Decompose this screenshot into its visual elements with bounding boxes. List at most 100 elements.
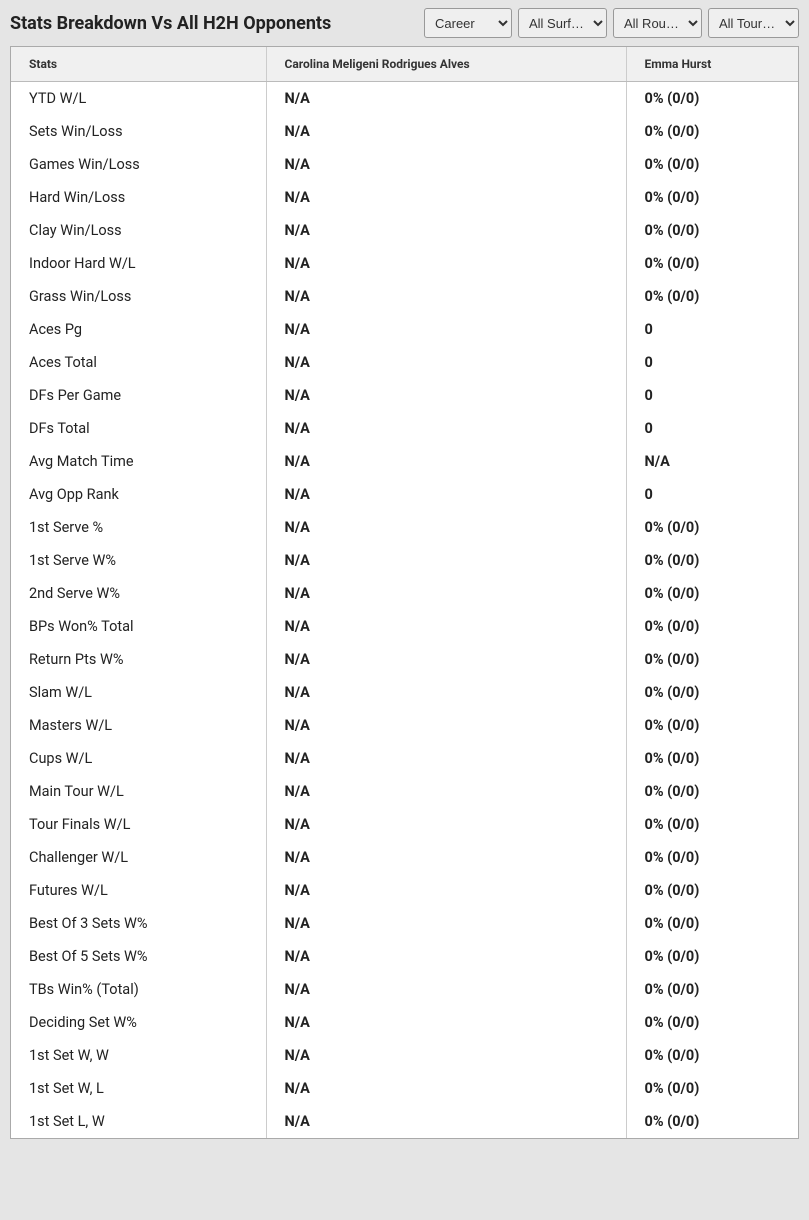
- player2-value-cell: 0% (0/0): [626, 511, 798, 544]
- stat-name-cell: TBs Win% (Total): [11, 973, 266, 1006]
- stat-name-cell: Avg Opp Rank: [11, 478, 266, 511]
- player1-value-cell: N/A: [266, 247, 626, 280]
- player2-value-cell: 0% (0/0): [626, 742, 798, 775]
- player1-value-cell: N/A: [266, 115, 626, 148]
- filter-tour-select[interactable]: All Tour…: [708, 8, 799, 38]
- stat-name-cell: Futures W/L: [11, 874, 266, 907]
- table-row: Main Tour W/LN/A0% (0/0): [11, 775, 798, 808]
- table-row: Cups W/LN/A0% (0/0): [11, 742, 798, 775]
- player1-value-cell: N/A: [266, 940, 626, 973]
- stat-name-cell: DFs Per Game: [11, 379, 266, 412]
- stat-name-cell: Games Win/Loss: [11, 148, 266, 181]
- player1-value-cell: N/A: [266, 676, 626, 709]
- filter-round-select[interactable]: All Rou…: [613, 8, 702, 38]
- stat-name-cell: Challenger W/L: [11, 841, 266, 874]
- column-header-stats: Stats: [11, 47, 266, 82]
- player1-value-cell: N/A: [266, 214, 626, 247]
- player2-value-cell: 0% (0/0): [626, 1006, 798, 1039]
- player1-value-cell: N/A: [266, 874, 626, 907]
- player1-value-cell: N/A: [266, 1039, 626, 1072]
- table-row: BPs Won% TotalN/A0% (0/0): [11, 610, 798, 643]
- player1-value-cell: N/A: [266, 808, 626, 841]
- stat-name-cell: Avg Match Time: [11, 445, 266, 478]
- stat-name-cell: Sets Win/Loss: [11, 115, 266, 148]
- stat-name-cell: YTD W/L: [11, 82, 266, 116]
- table-row: Aces TotalN/A0: [11, 346, 798, 379]
- table-row: Best Of 3 Sets W%N/A0% (0/0): [11, 907, 798, 940]
- column-header-player1: Carolina Meligeni Rodrigues Alves: [266, 47, 626, 82]
- table-row: Best Of 5 Sets W%N/A0% (0/0): [11, 940, 798, 973]
- stat-name-cell: Clay Win/Loss: [11, 214, 266, 247]
- player1-value-cell: N/A: [266, 379, 626, 412]
- player1-value-cell: N/A: [266, 973, 626, 1006]
- player1-value-cell: N/A: [266, 181, 626, 214]
- stat-name-cell: Indoor Hard W/L: [11, 247, 266, 280]
- player2-value-cell: 0% (0/0): [626, 1105, 798, 1138]
- table-row: YTD W/LN/A0% (0/0): [11, 82, 798, 116]
- player2-value-cell: 0% (0/0): [626, 940, 798, 973]
- player1-value-cell: N/A: [266, 82, 626, 116]
- stat-name-cell: 1st Set L, W: [11, 1105, 266, 1138]
- table-row: 1st Set W, WN/A0% (0/0): [11, 1039, 798, 1072]
- table-row: 1st Set W, LN/A0% (0/0): [11, 1072, 798, 1105]
- header-bar: Stats Breakdown Vs All H2H Opponents Car…: [0, 0, 809, 46]
- filter-surface-select[interactable]: All Surf…: [518, 8, 607, 38]
- stat-name-cell: 1st Serve %: [11, 511, 266, 544]
- player2-value-cell: 0% (0/0): [626, 148, 798, 181]
- table-row: 1st Set L, WN/A0% (0/0): [11, 1105, 798, 1138]
- table-row: Hard Win/LossN/A0% (0/0): [11, 181, 798, 214]
- player1-value-cell: N/A: [266, 610, 626, 643]
- table-row: Return Pts W%N/A0% (0/0): [11, 643, 798, 676]
- filters-container: Career All Surf… All Rou… All Tour…: [424, 8, 799, 38]
- table-row: Games Win/LossN/A0% (0/0): [11, 148, 798, 181]
- table-row: 1st Serve W%N/A0% (0/0): [11, 544, 798, 577]
- stat-name-cell: Main Tour W/L: [11, 775, 266, 808]
- stat-name-cell: Aces Total: [11, 346, 266, 379]
- column-header-player2: Emma Hurst: [626, 47, 798, 82]
- stat-name-cell: 1st Serve W%: [11, 544, 266, 577]
- player2-value-cell: 0: [626, 478, 798, 511]
- table-row: TBs Win% (Total)N/A0% (0/0): [11, 973, 798, 1006]
- player1-value-cell: N/A: [266, 445, 626, 478]
- table-row: Futures W/LN/A0% (0/0): [11, 874, 798, 907]
- stat-name-cell: Best Of 3 Sets W%: [11, 907, 266, 940]
- player2-value-cell: 0% (0/0): [626, 676, 798, 709]
- table-header-row: Stats Carolina Meligeni Rodrigues Alves …: [11, 47, 798, 82]
- stat-name-cell: 1st Set W, L: [11, 1072, 266, 1105]
- player1-value-cell: N/A: [266, 412, 626, 445]
- stat-name-cell: Tour Finals W/L: [11, 808, 266, 841]
- player2-value-cell: 0: [626, 346, 798, 379]
- filter-time-select[interactable]: Career: [424, 8, 512, 38]
- stat-name-cell: DFs Total: [11, 412, 266, 445]
- player1-value-cell: N/A: [266, 346, 626, 379]
- player2-value-cell: 0: [626, 313, 798, 346]
- player2-value-cell: 0% (0/0): [626, 247, 798, 280]
- player2-value-cell: 0% (0/0): [626, 1039, 798, 1072]
- player2-value-cell: 0% (0/0): [626, 973, 798, 1006]
- table-row: Aces PgN/A0: [11, 313, 798, 346]
- player1-value-cell: N/A: [266, 1105, 626, 1138]
- stats-table: Stats Carolina Meligeni Rodrigues Alves …: [11, 47, 798, 1138]
- table-row: Indoor Hard W/LN/A0% (0/0): [11, 247, 798, 280]
- player2-value-cell: 0% (0/0): [626, 1072, 798, 1105]
- table-row: Masters W/LN/A0% (0/0): [11, 709, 798, 742]
- player2-value-cell: 0: [626, 412, 798, 445]
- player1-value-cell: N/A: [266, 742, 626, 775]
- table-row: Sets Win/LossN/A0% (0/0): [11, 115, 798, 148]
- player2-value-cell: 0% (0/0): [626, 874, 798, 907]
- player2-value-cell: 0% (0/0): [626, 280, 798, 313]
- player1-value-cell: N/A: [266, 841, 626, 874]
- player1-value-cell: N/A: [266, 1006, 626, 1039]
- table-row: Grass Win/LossN/A0% (0/0): [11, 280, 798, 313]
- player1-value-cell: N/A: [266, 544, 626, 577]
- stat-name-cell: Best Of 5 Sets W%: [11, 940, 266, 973]
- player2-value-cell: 0: [626, 379, 798, 412]
- player1-value-cell: N/A: [266, 643, 626, 676]
- player1-value-cell: N/A: [266, 313, 626, 346]
- page-title: Stats Breakdown Vs All H2H Opponents: [10, 13, 331, 34]
- stat-name-cell: Return Pts W%: [11, 643, 266, 676]
- stat-name-cell: Hard Win/Loss: [11, 181, 266, 214]
- stats-table-wrapper: Stats Carolina Meligeni Rodrigues Alves …: [10, 46, 799, 1139]
- player2-value-cell: 0% (0/0): [626, 82, 798, 116]
- player1-value-cell: N/A: [266, 478, 626, 511]
